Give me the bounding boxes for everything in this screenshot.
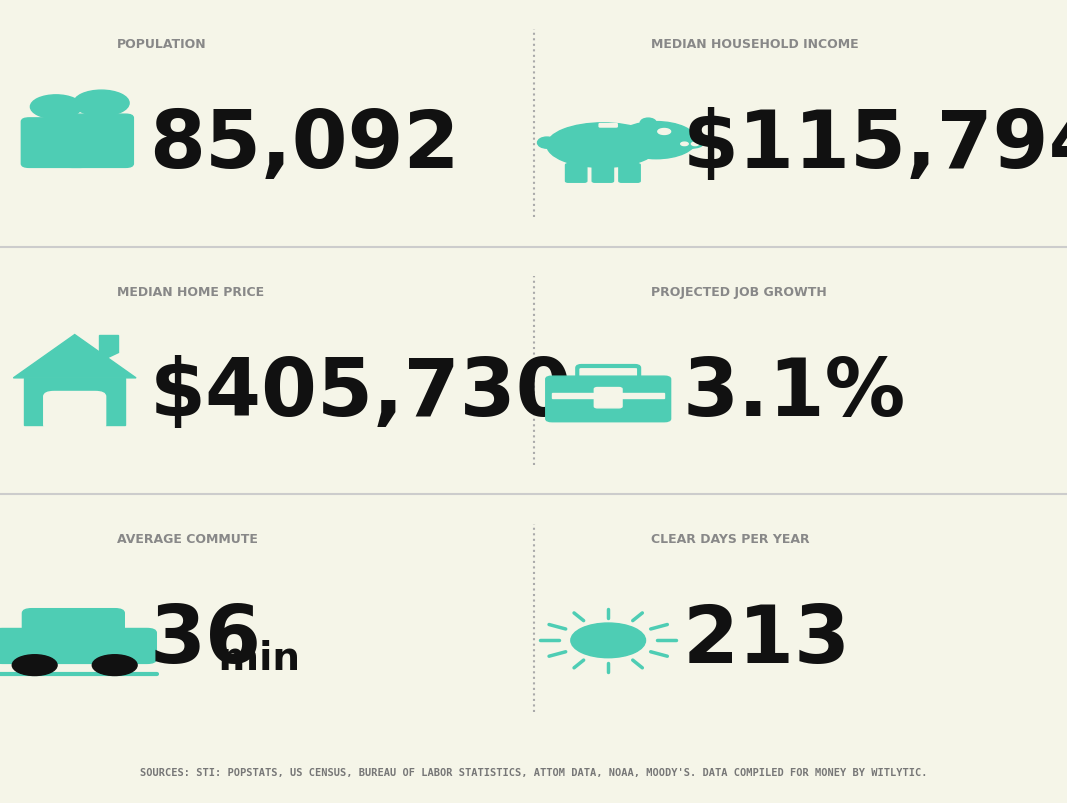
Text: CLEAR DAYS PER YEAR: CLEAR DAYS PER YEAR [651, 532, 810, 546]
Text: min: min [205, 639, 300, 677]
FancyBboxPatch shape [545, 377, 671, 422]
FancyBboxPatch shape [22, 609, 124, 642]
Circle shape [31, 96, 81, 120]
Circle shape [617, 122, 697, 160]
Text: AVERAGE COMMUTE: AVERAGE COMMUTE [117, 532, 258, 546]
Text: 3.1%: 3.1% [683, 354, 906, 432]
Circle shape [13, 655, 58, 675]
FancyBboxPatch shape [592, 165, 614, 183]
Circle shape [74, 91, 129, 116]
FancyBboxPatch shape [566, 165, 587, 183]
Text: MEDIAN HOME PRICE: MEDIAN HOME PRICE [117, 285, 265, 299]
Circle shape [681, 143, 688, 146]
Ellipse shape [679, 141, 703, 149]
FancyBboxPatch shape [0, 629, 156, 663]
Circle shape [657, 129, 671, 135]
Ellipse shape [640, 119, 656, 128]
Text: MEDIAN HOUSEHOLD INCOME: MEDIAN HOUSEHOLD INCOME [651, 38, 859, 51]
Text: $115,794: $115,794 [683, 107, 1067, 185]
Text: 213: 213 [683, 601, 850, 679]
Polygon shape [14, 335, 137, 378]
FancyBboxPatch shape [594, 388, 622, 409]
FancyBboxPatch shape [64, 115, 133, 168]
FancyBboxPatch shape [44, 392, 106, 430]
Ellipse shape [538, 138, 556, 149]
Text: POPULATION: POPULATION [117, 38, 207, 51]
FancyBboxPatch shape [619, 165, 640, 183]
Circle shape [93, 655, 138, 675]
Circle shape [571, 623, 646, 658]
Text: PROJECTED JOB GROWTH: PROJECTED JOB GROWTH [651, 285, 827, 299]
FancyBboxPatch shape [21, 119, 87, 168]
Text: SOURCES: STI: POPSTATS, US CENSUS, BUREAU OF LABOR STATISTICS, ATTOM DATA, NOAA,: SOURCES: STI: POPSTATS, US CENSUS, BUREA… [140, 768, 927, 777]
Circle shape [691, 143, 699, 146]
Text: $405,730: $405,730 [149, 354, 572, 432]
Ellipse shape [546, 124, 659, 168]
FancyBboxPatch shape [600, 124, 617, 128]
FancyBboxPatch shape [25, 378, 126, 426]
Text: 36: 36 [149, 601, 261, 679]
Text: 85,092: 85,092 [149, 107, 460, 185]
FancyBboxPatch shape [553, 393, 664, 398]
Polygon shape [99, 335, 118, 361]
